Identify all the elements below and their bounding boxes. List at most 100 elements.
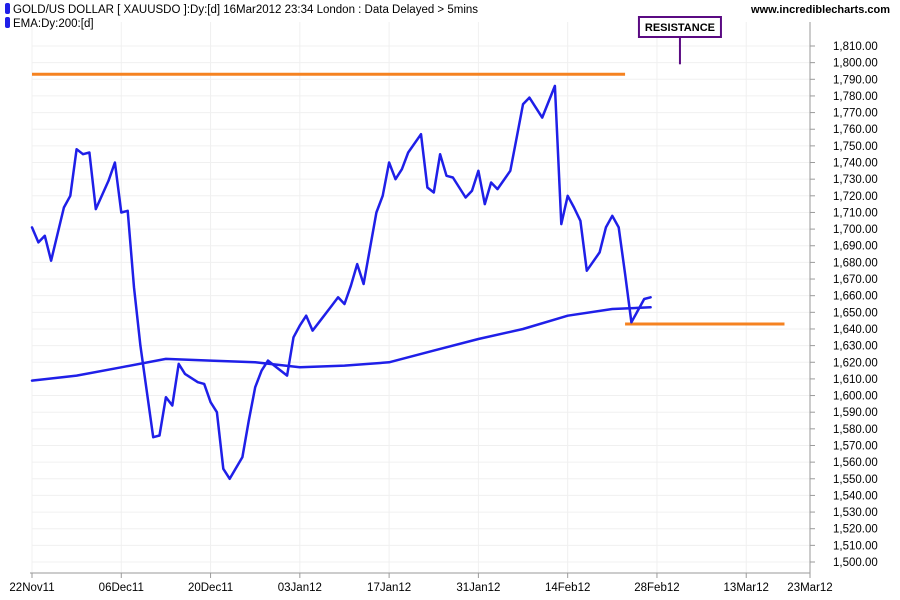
price-point (611, 214, 614, 217)
resistance-annotation: RESISTANCE (637, 16, 722, 65)
price-point (126, 209, 129, 212)
x-tick-label: 28Feb12 (634, 582, 679, 594)
axes-layer (30, 22, 811, 574)
resistance-callout-label: RESISTANCE (645, 22, 715, 34)
price-point (426, 186, 429, 189)
price-point (471, 190, 473, 192)
site-url: www.incrediblecharts.com (750, 4, 890, 16)
price-point (75, 148, 78, 150)
price-point (509, 170, 512, 172)
price-point (534, 106, 537, 109)
y-tick-label: 1,750.00 (833, 141, 878, 153)
price-point (254, 386, 256, 389)
y-tick-label: 1,560.00 (833, 457, 878, 469)
price-point (554, 85, 556, 87)
ema-point (649, 306, 652, 309)
y-tick-label: 1,620.00 (833, 357, 878, 369)
price-point (586, 269, 588, 272)
price-point (241, 456, 244, 458)
y-tick-label: 1,600.00 (833, 391, 878, 403)
resistance-callout-box (637, 16, 722, 38)
price-point (350, 284, 352, 287)
y-tick-label: 1,500.00 (833, 557, 878, 569)
y-tick-label: 1,540.00 (833, 490, 878, 502)
price-point (528, 96, 531, 99)
price-point (617, 226, 620, 229)
price-point (452, 176, 454, 179)
legend-swatch-gold (5, 3, 10, 14)
y-tick-label: 1,630.00 (833, 341, 878, 353)
y-tick-label: 1,510.00 (833, 540, 878, 552)
y-tick-label: 1,770.00 (833, 108, 878, 120)
price-point (401, 168, 403, 170)
price-point (63, 206, 65, 209)
price-point (43, 234, 46, 237)
price-point (330, 304, 333, 307)
grid-layer (31, 22, 815, 578)
price-point (579, 219, 582, 222)
x-tick-label: 31Jan12 (456, 582, 500, 594)
ema-point (343, 364, 346, 367)
y-tick-label: 1,530.00 (833, 507, 878, 519)
ema-point (75, 374, 78, 377)
price-point (184, 373, 186, 375)
y-tick-label: 1,520.00 (833, 524, 878, 536)
price-point (203, 383, 205, 385)
price-point (318, 321, 320, 324)
price-point (375, 211, 378, 214)
y-tick-label: 1,690.00 (833, 241, 878, 253)
price-point (464, 196, 467, 199)
price-point (197, 381, 199, 384)
price-point (209, 401, 212, 404)
price-point (228, 477, 231, 480)
y-tick-label: 1,670.00 (833, 274, 878, 286)
price-point (260, 369, 263, 372)
price-point (394, 178, 397, 180)
price-point (248, 419, 250, 422)
ema-point (31, 379, 33, 382)
ema-point (254, 361, 256, 364)
ema-point (209, 359, 212, 362)
price-point (37, 241, 40, 244)
y-tick-label: 1,810.00 (833, 41, 878, 53)
x-tick-label: 17Jan12 (367, 582, 411, 594)
ema-point (388, 361, 390, 364)
price-point (82, 153, 84, 155)
price-point (286, 374, 288, 377)
price-point (177, 363, 180, 365)
price-point (171, 404, 174, 407)
price-point (649, 296, 652, 299)
price-point (356, 263, 359, 265)
price-point (50, 259, 52, 262)
ema-point (522, 328, 524, 330)
price-point (560, 223, 563, 225)
price-point (566, 195, 569, 197)
y-tick-label: 1,580.00 (833, 424, 878, 436)
x-tick-label: 23Mar12 (787, 582, 832, 594)
ema-point (611, 308, 614, 310)
y-tick-label: 1,790.00 (833, 74, 878, 86)
y-tick-label: 1,550.00 (833, 474, 878, 486)
price-point (165, 396, 167, 399)
ema-point (566, 314, 569, 317)
price-point (381, 195, 384, 197)
price-point (477, 170, 480, 172)
price-point (496, 188, 499, 190)
ema-point (477, 338, 480, 340)
price-point (31, 226, 33, 229)
price-point (114, 161, 116, 164)
price-point (420, 133, 422, 136)
price-point (630, 321, 633, 324)
y-tick-label: 1,740.00 (833, 158, 878, 170)
price-point (120, 211, 123, 214)
price-point (305, 314, 308, 317)
legend-swatch-ema (5, 17, 10, 28)
price-point (483, 203, 486, 205)
x-tick-labels: 22Nov11 06Dec11 20Dec11 03Jan12 17Jan12 31Jan… (9, 582, 832, 594)
legend-label-ema: EMA:Dy:200:[d] (13, 18, 94, 30)
y-tick-label: 1,590.00 (833, 407, 878, 419)
price-point (107, 180, 110, 182)
y-tick-label: 1,570.00 (833, 440, 878, 452)
y-tick-label: 1,660.00 (833, 291, 878, 303)
ema-point (299, 366, 301, 369)
